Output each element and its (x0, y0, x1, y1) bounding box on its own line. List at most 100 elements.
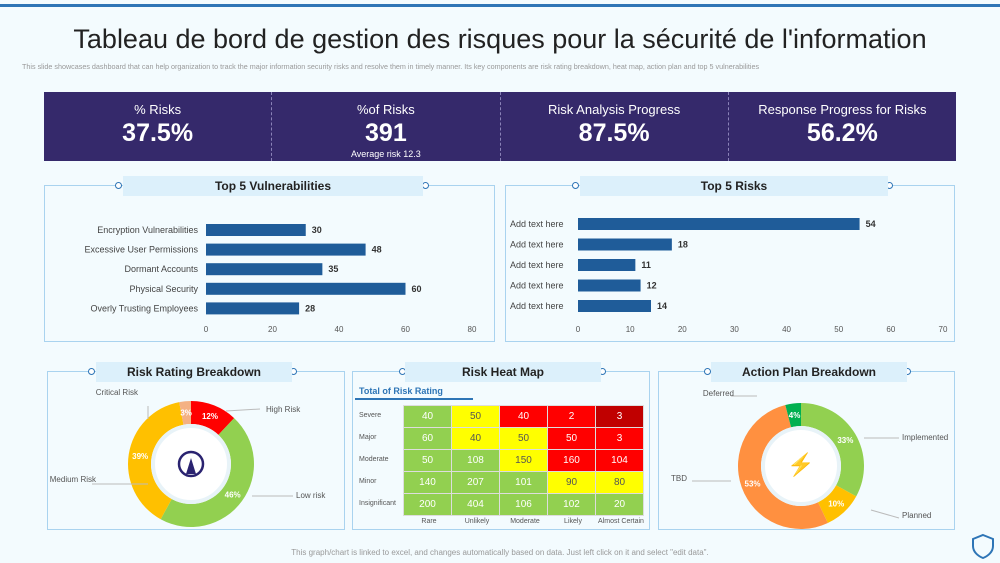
heatmap-cell: 106 (499, 493, 548, 516)
bar-value-label: 11 (641, 260, 651, 270)
bar-value-label: 35 (328, 264, 338, 274)
heatmap-cell: 90 (547, 471, 596, 494)
heatmap-row: 200 404 106 102 20 (403, 493, 644, 516)
vulnerabilities-bar-chart: 0 20 40 60 80 30 Encryption Vulnerabilities 48 E… (84, 224, 477, 334)
people-conflict-icon: ⚡ (787, 452, 814, 478)
heatmap-cell: 40 (403, 405, 452, 428)
heatmap-cell: 108 (451, 449, 500, 472)
heatmap-cell: 50 (403, 449, 452, 472)
category-label: Add text here (510, 219, 564, 229)
donut-center (761, 426, 841, 506)
x-tick-label: 0 (576, 325, 581, 334)
heatmap-cell: 80 (595, 471, 644, 494)
kpi-label: Response Progress for Risks (758, 102, 927, 117)
donut-segment (818, 485, 857, 524)
heatmap-table: 40 50 40 2 3 60 40 50 50 3 50 108 150 160 104 140 207 101… (403, 405, 644, 516)
heatmap-cell: 40 (451, 427, 500, 450)
panel-title: Risk Heat Map (405, 362, 601, 382)
segment-label: High Risk (266, 405, 301, 414)
bar-value-label: 28 (305, 303, 315, 313)
connector-dot (572, 182, 579, 189)
panel-title: Top 5 Risks (580, 176, 888, 196)
bar-value-label: 18 (678, 240, 688, 250)
segment-label: Medium Risk (50, 475, 97, 484)
bar (578, 279, 641, 292)
segment-percent: 39% (132, 452, 148, 461)
kpi-value: 56.2% (806, 119, 878, 147)
category-label: Add text here (510, 281, 564, 291)
heatmap-row: 40 50 40 2 3 (403, 405, 644, 428)
heatmap-cell: 207 (451, 471, 500, 494)
heatmap-cell: 20 (595, 493, 644, 516)
x-tick-label: 60 (886, 325, 895, 334)
bar (206, 224, 306, 236)
heatmap-row-label: Moderate (359, 456, 389, 463)
kpi-label: % Risks (134, 102, 182, 117)
heatmap-row-label: Minor (359, 478, 377, 485)
heatmap-cell: 150 (499, 449, 548, 472)
bar-value-label: 60 (412, 284, 422, 294)
x-tick-label: 40 (335, 325, 344, 334)
x-tick-label: 60 (401, 325, 410, 334)
gauge-needle-icon (186, 458, 196, 474)
segment-percent: 12% (202, 412, 218, 421)
category-label: Add text here (510, 260, 564, 270)
x-tick-label: 20 (268, 325, 277, 334)
top-risks-panel: Top 5 Risks 0 10 20 30 40 50 60 70 54 Add text he… (505, 176, 955, 342)
heat-map-panel: Risk Heat Map Total of Risk Rating Sever… (352, 362, 650, 530)
kpi-label: Risk Analysis Progress (548, 102, 681, 117)
top-risks-bar-chart: 0 10 20 30 40 50 60 70 54 Add text here 18 Add text… (510, 218, 948, 334)
x-tick-label: 20 (678, 325, 687, 334)
connector-dot (115, 182, 122, 189)
heatmap-row-label: Insignificant (359, 500, 396, 507)
heatmap-cell: 3 (595, 405, 644, 428)
heatmap-row-label: Severe (359, 412, 382, 419)
segment-percent: 33% (837, 436, 853, 445)
risk-rating-panel: Risk Rating Breakdown 12% High Risk 46% Low… (47, 362, 345, 530)
connector-dot (88, 368, 95, 375)
top-accent-line (0, 4, 1000, 7)
bar (578, 259, 636, 271)
kpi-band: % Risks 37.5% %of Risks 391 Average risk 12… (44, 92, 956, 161)
donut-segment (801, 403, 864, 497)
heatmap-cell: 50 (451, 405, 500, 428)
connector-dot (704, 368, 711, 375)
vulnerabilities-panel: Top 5 Vulnerabilities 0 20 40 60 80 30 Encrypt… (44, 176, 495, 342)
kpi-value: 37.5% (122, 119, 194, 147)
x-tick-label: 30 (730, 325, 739, 334)
segment-label: Deferred (703, 389, 734, 398)
heatmap-cell: 60 (403, 427, 452, 450)
x-tick-label: 80 (468, 325, 477, 334)
gauge-icon (177, 450, 205, 478)
heatmap-row: 50 108 150 160 104 (403, 449, 644, 472)
segment-percent: 3% (180, 409, 192, 418)
heatmap-col-label: Unlikely (464, 518, 490, 525)
kpi-risks-percent: % Risks 37.5% (44, 92, 273, 161)
bar (578, 218, 860, 230)
category-label: Dormant Accounts (124, 264, 198, 274)
category-label: Excessive User Permissions (84, 245, 198, 255)
heatmap-row-label: Major (359, 434, 377, 441)
bar (206, 263, 323, 276)
category-label: Encryption Vulnerabilities (97, 225, 198, 235)
heatmap-col-label: Moderate (510, 518, 540, 525)
page-title: Tableau de bord de gestion des risques p… (73, 24, 927, 54)
segment-percent: 53% (745, 479, 761, 488)
page-subtitle: This slide showcases dashboard that can … (22, 62, 760, 71)
x-tick-label: 10 (626, 325, 635, 334)
heatmap-col-label: Rare (421, 518, 437, 525)
kpi-subtext: Average risk 12.3 (350, 149, 421, 159)
heatmap-col-label: Likely (564, 518, 582, 525)
segment-label: Critical Risk (96, 388, 139, 397)
donut-segment (160, 418, 255, 527)
x-tick-label: 40 (782, 325, 791, 334)
segment-percent: 4% (789, 411, 801, 420)
heatmap-row: 140 207 101 90 80 (403, 471, 644, 494)
panel-title: Risk Rating Breakdown (96, 362, 292, 382)
panel-title: Action Plan Breakdown (711, 362, 907, 382)
heatmap-row: 60 40 50 50 3 (403, 427, 644, 450)
segment-label: TBD (671, 474, 687, 483)
bar-value-label: 30 (312, 225, 322, 235)
heatmap-cell: 3 (595, 427, 644, 450)
bar-value-label: 14 (657, 301, 667, 311)
